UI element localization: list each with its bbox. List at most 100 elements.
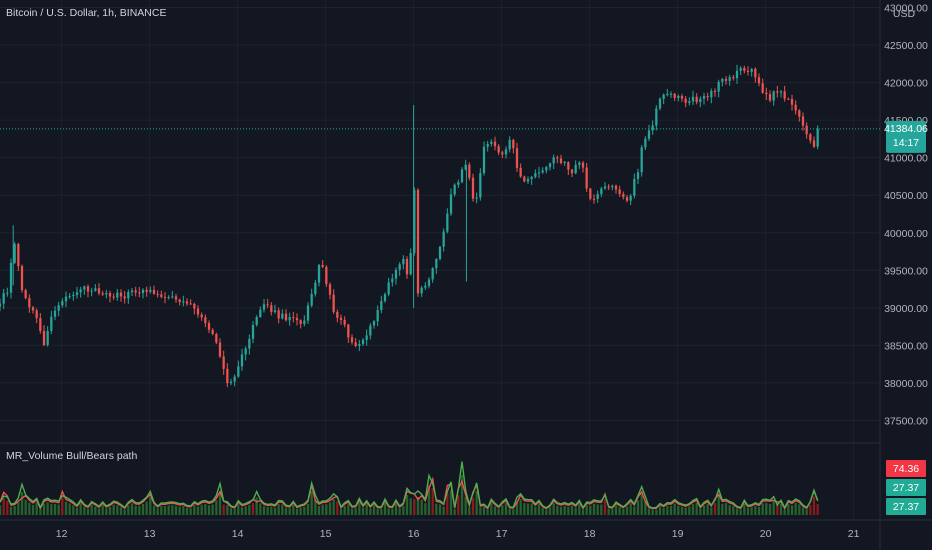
volume-bar [101,505,104,515]
volume-bar [776,505,779,515]
candle-body [108,293,112,297]
volume-bar [2,498,5,515]
volume-bar [57,504,60,515]
candle-body [600,188,603,195]
volume-bar [134,505,137,515]
candle-body [453,184,456,195]
volume-bar [226,505,229,515]
candle-body [31,307,35,311]
price-tick-label: 43000.00 [884,3,928,15]
candle-body [816,128,819,147]
candle-body [127,292,130,299]
volume-bar [160,505,163,515]
volume-bar [127,505,130,515]
candle-body [193,303,196,309]
candle-body [691,96,695,102]
volume-bar [105,508,108,515]
candle-body [581,162,585,168]
candle-body [416,189,420,294]
volume-bar [361,507,365,515]
volume-bar [354,508,357,515]
volume-bar [424,503,427,515]
volume-bar [50,504,53,515]
candle-body [783,91,786,99]
volume-bar [292,504,295,515]
volume-bar [387,508,390,515]
volume-bar [607,508,610,515]
candle-body [303,320,306,324]
volume-bar [633,506,636,515]
candle-body [237,366,240,377]
candle-body [28,298,31,308]
volume-bar [427,485,431,515]
time-tick-label: 17 [496,528,508,540]
candle-body [438,246,442,260]
candle-body [152,289,156,294]
volume-bar [347,504,350,515]
candle-body [189,303,192,305]
volume-bar [702,505,706,515]
volume-bar [717,495,720,515]
candle-body [255,316,258,325]
candle-body [776,91,779,93]
time-tick-label: 13 [144,528,156,540]
volume-bar [559,506,563,515]
candles[interactable] [0,64,819,388]
candle-body [754,68,757,78]
time-axis[interactable]: 12 13 14 15 16 17 18 19 20 21 [56,528,860,540]
volume-bar [578,504,581,515]
candle-body [556,157,559,159]
volume-bar [552,503,555,515]
volume-bar [405,495,409,515]
candle-body [592,198,596,200]
candle-body [130,290,134,293]
indicator-badge-1-value: 74.36 [893,463,919,475]
candle-body [57,305,60,311]
volume-bar [581,509,585,515]
volume-bar [512,509,515,515]
candle-body [24,290,27,299]
volume-bar [647,508,651,515]
volume-bar [299,507,302,515]
volume-bar [431,488,434,515]
candle-body [97,288,101,294]
volume-bar [644,501,647,515]
volume-bar [53,503,57,515]
candle-body [772,91,775,101]
volume-bar [64,501,68,515]
volume-bar [391,508,394,515]
candle-body [83,286,86,290]
candle-body [0,303,2,307]
volume-bar [288,508,291,515]
candle-body [79,289,82,293]
candle-body [702,96,706,99]
volume-bar [699,508,702,515]
volume-bar [504,502,508,515]
candle-body [9,262,13,293]
candle-body [90,290,93,292]
volume-bar [611,509,614,515]
candle-body [6,292,9,294]
candle-body [281,313,284,319]
volume-bar [13,506,16,515]
candle-body [325,266,328,285]
candle-body [394,269,398,279]
indicator-series[interactable] [0,461,819,515]
price-axis[interactable]: 43000.0042500.0042000.0041500.0041000.00… [884,3,928,428]
candle-body [746,70,750,72]
candle-body [61,301,64,306]
symbol-title: Bitcoin / U.S. Dollar, 1h, BINANCE [6,7,166,19]
candle-body [317,264,321,283]
candle-body [735,70,739,79]
volume-bar [563,505,566,515]
volume-bar [262,506,266,515]
candle-body [244,348,247,355]
last-price-badge-bg [886,120,926,153]
candle-body [537,172,541,174]
volume-bar [790,505,794,515]
candle-body [805,125,808,135]
candle-body [761,83,764,93]
candle-body [149,289,152,292]
volume-bar [666,505,669,515]
